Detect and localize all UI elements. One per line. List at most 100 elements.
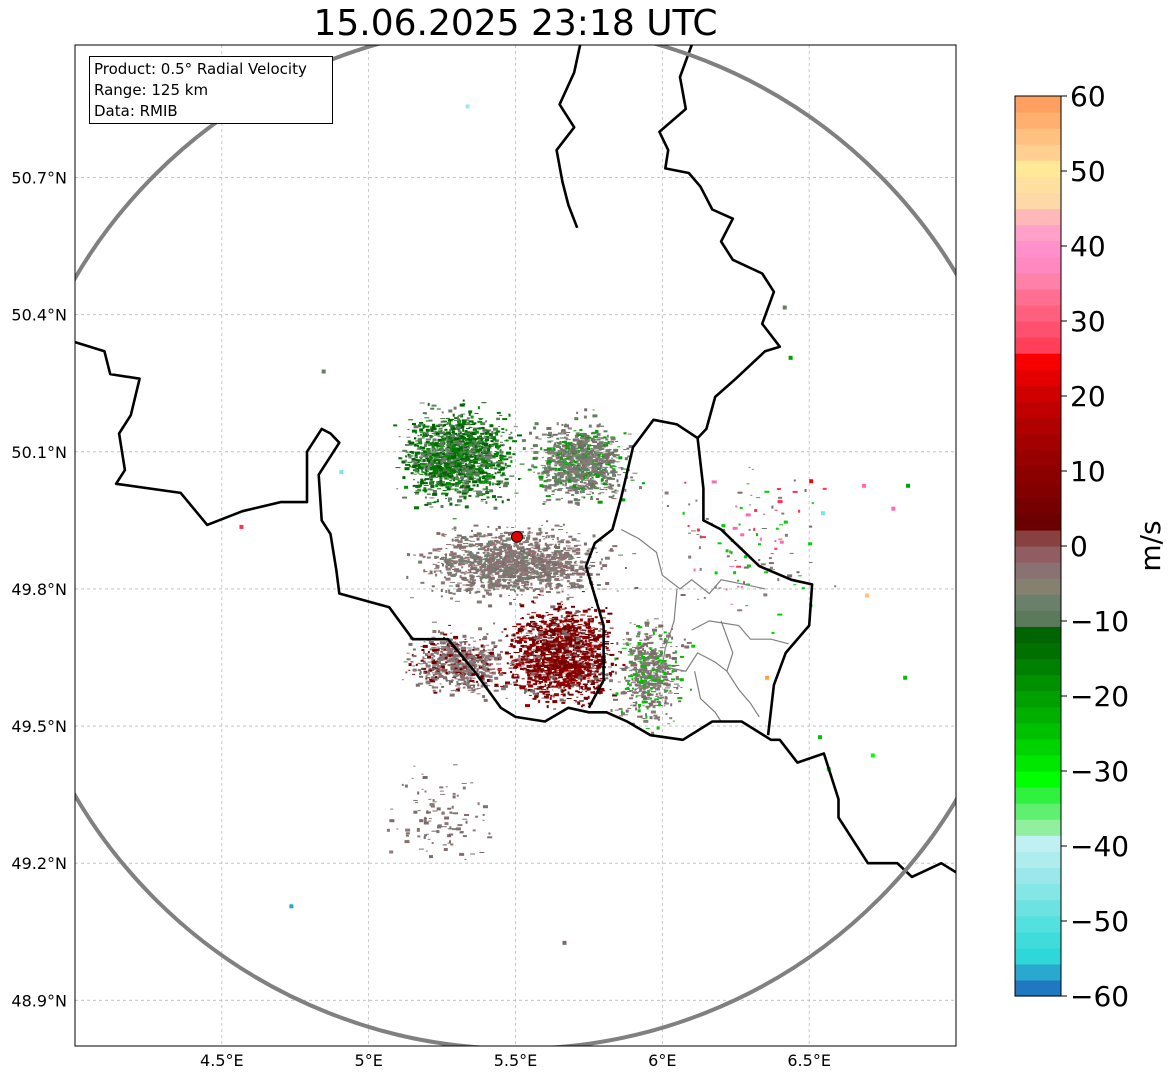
echo-pixel (532, 602, 536, 604)
echo-pixel (537, 472, 541, 475)
echo-pixel (450, 469, 456, 472)
echo-pixel (455, 458, 457, 461)
echo-pixel (522, 565, 525, 568)
echo-pixel (565, 550, 571, 552)
echo-pixel (585, 690, 588, 692)
echo-pixel (420, 463, 425, 465)
echo-pixel (515, 575, 519, 577)
echo-pixel (485, 473, 491, 474)
echo-pixel (588, 659, 591, 662)
echo-pixel (530, 561, 536, 564)
echo-pixel (603, 453, 608, 457)
echo-pixel (432, 465, 437, 468)
echo-pixel (457, 479, 462, 481)
echo-pixel (453, 406, 457, 410)
echo-pixel (561, 448, 564, 451)
echo-pixel (545, 585, 548, 589)
echo-pixel (475, 475, 480, 477)
echo-pixel (495, 542, 500, 544)
echo-pixel (552, 564, 555, 567)
echo-pixel (567, 489, 573, 492)
echo-pixel (545, 573, 551, 577)
echo-pixel (560, 614, 563, 618)
echo-pixel (473, 477, 477, 479)
echo-pixel (486, 481, 492, 484)
echo-pixel (424, 417, 430, 419)
echo-pixel (539, 531, 543, 534)
echo-pixel (435, 474, 440, 476)
echo-pixel (464, 461, 467, 463)
echo-pixel (458, 444, 461, 447)
echo-pixel (431, 459, 434, 462)
echo-pixel (512, 555, 515, 558)
echo-pixel (604, 642, 609, 645)
echo-pixel (586, 679, 590, 683)
echo-pixel (565, 545, 571, 547)
echo-pixel (467, 489, 473, 492)
echo-pixel (475, 543, 479, 546)
echo-pixel (528, 553, 530, 557)
echo-pixel (583, 496, 586, 499)
echo-pixel (585, 670, 591, 673)
echo-pixel (611, 457, 613, 459)
echo-pixel (503, 543, 508, 546)
echo-pixel (575, 438, 580, 442)
echo-pixel (531, 668, 534, 671)
echo-pixel (442, 435, 447, 437)
echo-pixel (521, 439, 526, 443)
echo-pixel (572, 470, 578, 473)
echo-pixel (492, 555, 494, 559)
echo-pixel (489, 549, 492, 552)
echo-pixel (425, 464, 429, 468)
echo-pixel (517, 558, 522, 560)
velocity-echoes (239, 104, 911, 945)
echo-pixel (564, 423, 567, 427)
echo-pixel (531, 627, 535, 630)
echo-pixel (612, 472, 616, 475)
echo-pixel (419, 402, 425, 404)
echo-pixel (521, 535, 527, 537)
echo-pixel (469, 591, 472, 595)
echo-pixel (546, 499, 552, 501)
echo-pixel (462, 479, 467, 481)
echo-pixel (557, 629, 560, 632)
echo-pixel (428, 461, 433, 465)
echo-pixel (458, 454, 463, 458)
echo-pixel (501, 500, 504, 504)
echo-pixel (501, 631, 504, 633)
echo-pixel (579, 469, 581, 470)
echo-pixel (596, 424, 600, 428)
echo-pixel (496, 461, 498, 463)
echo-pixel (523, 572, 529, 576)
echo-pixel (552, 555, 557, 557)
echo-pixel (520, 579, 524, 582)
echo-pixel (581, 456, 587, 458)
echo-pixel (562, 444, 567, 448)
echo-pixel (552, 629, 558, 633)
map-title: 15.06.2025 23:18 UTC (313, 3, 718, 44)
echo-pixel (569, 567, 575, 570)
echo-pixel (470, 462, 474, 463)
echo-pixel (532, 589, 535, 592)
echo-pixel (485, 486, 488, 490)
echo-pixel (581, 496, 585, 498)
echo-pixel (528, 558, 532, 560)
echo-pixel (464, 573, 466, 575)
echo-pixel (437, 488, 441, 490)
echo-pixel (446, 431, 452, 435)
echo-pixel (573, 473, 576, 475)
echo-pixel (450, 427, 456, 430)
echo-pixel (456, 582, 462, 584)
echo-pixel (564, 458, 570, 460)
echo-pixel (567, 586, 571, 588)
echo-pixel (464, 483, 469, 485)
echo-pixel (605, 470, 608, 474)
echo-pixel (473, 571, 477, 574)
echo-pixel (482, 463, 486, 467)
echo-pixel (556, 474, 561, 477)
echo-pixel (547, 536, 550, 539)
echo-pixel (460, 563, 466, 566)
echo-pixel (460, 485, 464, 489)
echo-pixel (512, 607, 518, 609)
echo-pixel (545, 549, 548, 551)
